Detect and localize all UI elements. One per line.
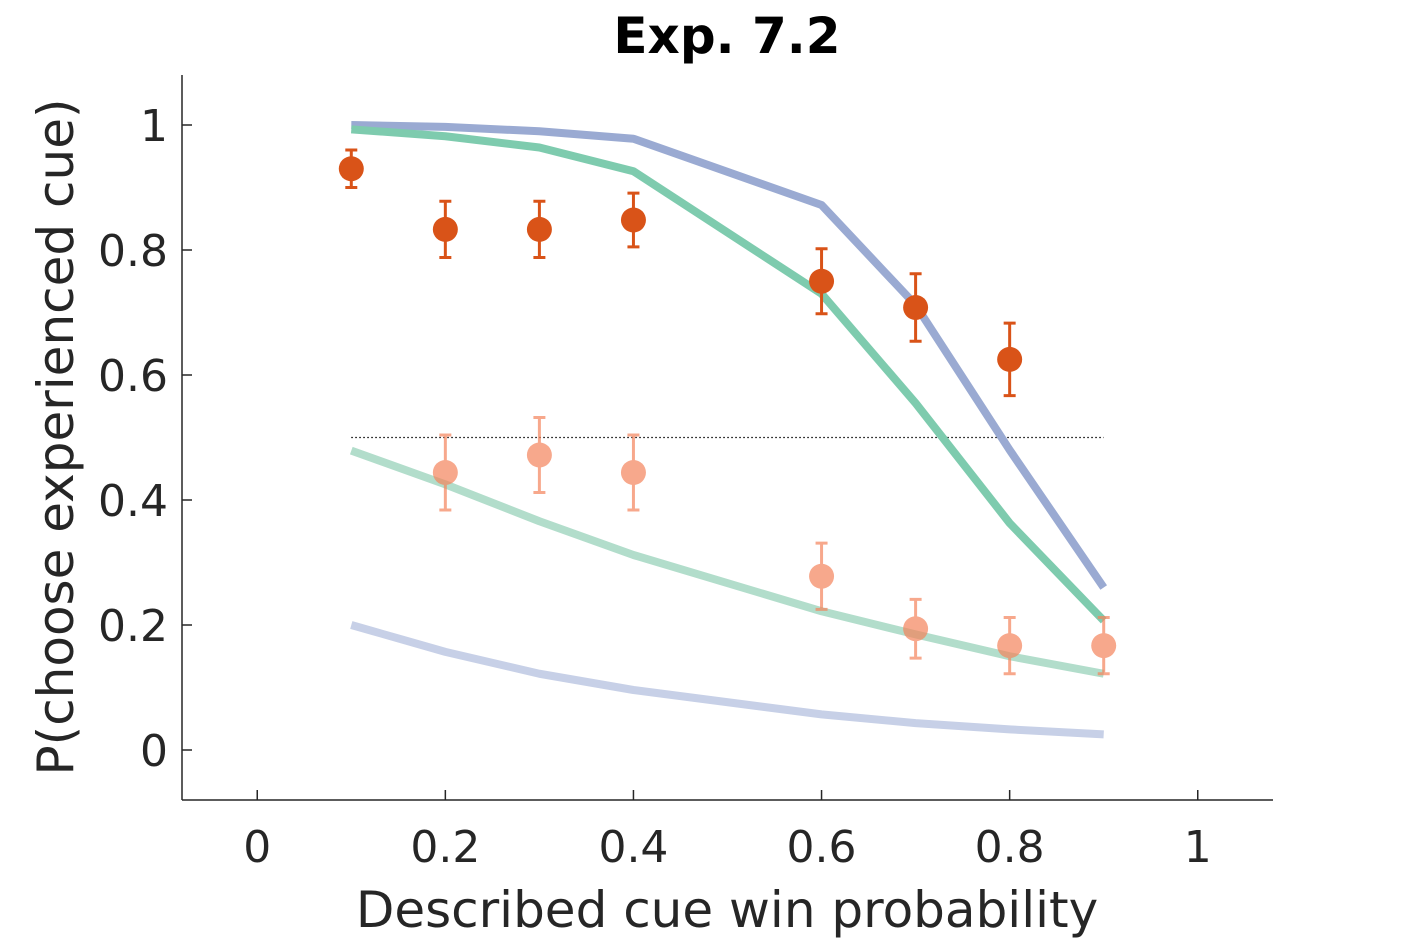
data-point: [997, 633, 1023, 659]
data-point-group: [997, 616, 1023, 676]
data-point-group: [997, 321, 1023, 398]
data-point-group: [526, 199, 552, 259]
data-point: [338, 156, 364, 182]
data-point-group: [903, 597, 929, 660]
series-line-2: [351, 125, 1107, 624]
data-point: [903, 616, 929, 642]
data-point: [620, 207, 646, 233]
y-tick-label: 0: [140, 726, 168, 777]
x-tick-label: 0.4: [598, 822, 668, 873]
plot-area: [338, 121, 1117, 739]
data-point: [809, 268, 835, 294]
data-point: [432, 216, 458, 242]
axes: [181, 75, 1273, 801]
data-point: [620, 460, 646, 485]
y-tick-label: 0.6: [98, 351, 168, 402]
x-tick-label: 0: [243, 822, 271, 873]
data-point-group: [432, 433, 458, 512]
data-point-group: [338, 148, 364, 189]
data-point-group: [620, 433, 646, 512]
x-axis-label: Described cue win probability: [356, 881, 1098, 938]
data-point: [903, 295, 929, 320]
y-tick-label: 1: [140, 101, 168, 152]
data-point-group: [809, 541, 835, 611]
x-tick-label: 0.8: [975, 822, 1045, 873]
y-axis-label: P(choose experienced cue): [27, 99, 85, 776]
y-tick-label: 0.2: [98, 601, 168, 652]
data-point: [997, 346, 1023, 372]
x-tick-label: 1: [1184, 822, 1212, 873]
data-point: [432, 460, 458, 485]
data-point-group: [903, 272, 929, 343]
tick-labels: 0 0.2 0.4 0.6 0.8 1 0 0.2 0.4 0.6 0.8 1: [98, 101, 1212, 873]
series-line-4: [350, 621, 1104, 739]
y-tick-label: 0.4: [98, 476, 168, 527]
data-point: [526, 216, 552, 242]
chart-title: Exp. 7.2: [613, 7, 840, 65]
y-tick-label: 0.8: [98, 226, 168, 277]
x-tick-label: 0.6: [787, 822, 857, 873]
data-point-group: [620, 191, 646, 249]
x-tick-label: 0.2: [410, 822, 480, 873]
data-point: [809, 563, 835, 589]
data-point-group: [432, 199, 458, 259]
data-point: [526, 442, 552, 468]
series-line-3: [349, 446, 1105, 678]
data-point: [1091, 633, 1117, 659]
data-point-group: [809, 247, 835, 316]
data-point-group: [1091, 616, 1117, 676]
data-point-group: [526, 416, 552, 494]
series-line-1: [351, 121, 1108, 590]
